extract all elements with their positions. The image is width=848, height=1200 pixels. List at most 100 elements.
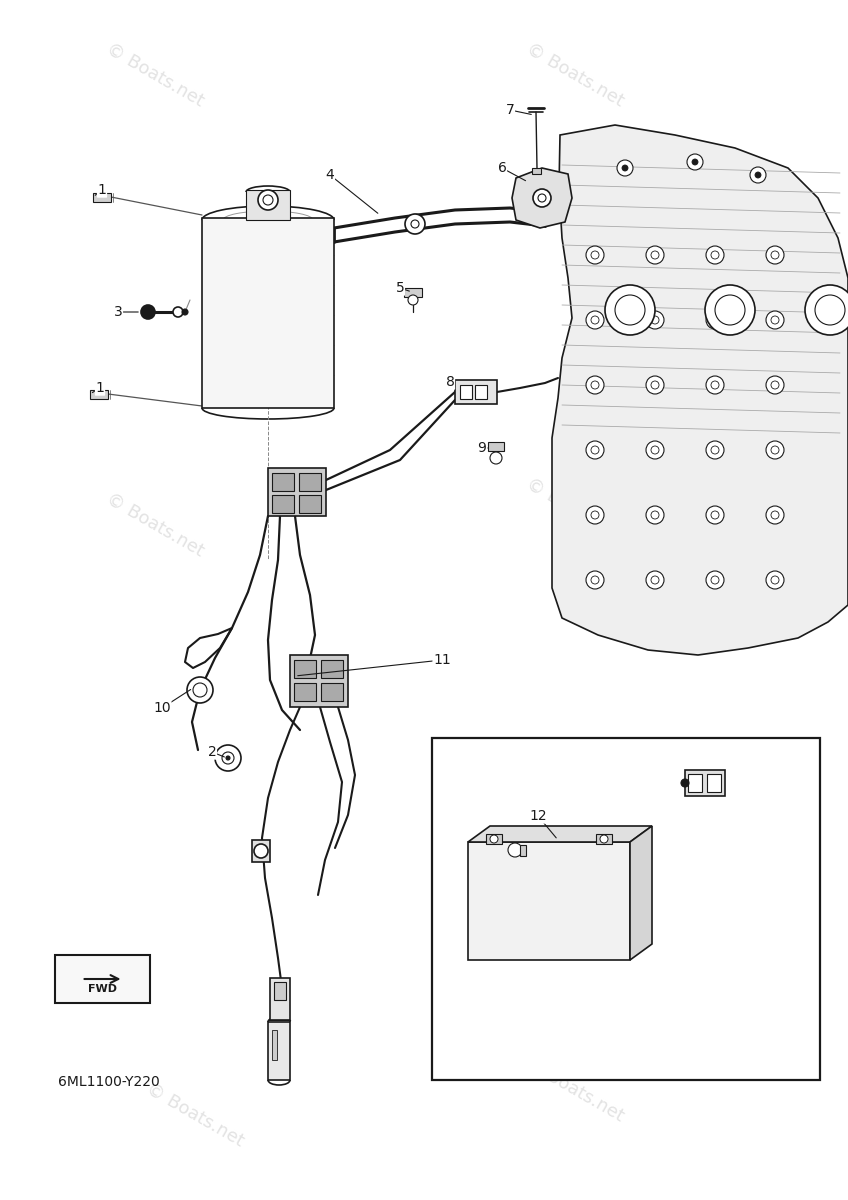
Circle shape [591,316,599,324]
Bar [55,955,150,1003]
Circle shape [771,576,779,584]
Polygon shape [630,826,652,960]
Bar [532,168,541,174]
Circle shape [706,440,724,458]
Text: 4: 4 [326,168,334,182]
Circle shape [600,835,608,842]
Bar [321,660,343,678]
Circle shape [651,446,659,454]
Circle shape [222,752,234,764]
Circle shape [258,190,278,210]
Text: © Boats.net: © Boats.net [523,40,627,110]
Circle shape [226,756,230,760]
Bar [294,683,316,701]
Bar [460,385,472,398]
Circle shape [591,251,599,259]
Circle shape [651,316,659,324]
Circle shape [141,305,155,319]
Circle shape [411,220,419,228]
Circle shape [771,251,779,259]
Text: 5: 5 [396,281,404,295]
Text: 6ML1100-Y220: 6ML1100-Y220 [58,1075,159,1090]
Bar [268,1022,290,1080]
Bar [93,193,111,202]
Circle shape [711,382,719,389]
Text: 12: 12 [529,809,547,823]
Circle shape [815,295,845,325]
Bar [202,218,334,408]
Circle shape [687,154,703,170]
Text: FWD: FWD [88,984,117,994]
Text: © Boats.net: © Boats.net [523,475,627,545]
Text: 6: 6 [498,161,506,175]
Circle shape [766,440,784,458]
Text: © Boats.net: © Boats.net [103,490,207,560]
Circle shape [490,835,498,842]
Circle shape [538,194,546,202]
Circle shape [193,683,207,697]
Bar [475,385,487,398]
Polygon shape [512,168,572,228]
Circle shape [766,376,784,394]
Circle shape [692,158,698,164]
Circle shape [651,576,659,584]
Circle shape [706,571,724,589]
Circle shape [805,284,848,335]
Circle shape [591,382,599,389]
Text: AP: AP [773,1055,792,1069]
Circle shape [187,677,213,703]
Text: 9: 9 [477,440,487,455]
Circle shape [711,446,719,454]
Bar [488,442,504,451]
Text: 10: 10 [153,701,170,715]
Bar [272,473,294,491]
Circle shape [263,194,273,205]
Polygon shape [468,826,652,842]
Text: © Boats.net: © Boats.net [143,1080,247,1151]
Circle shape [651,382,659,389]
Text: 3: 3 [114,305,122,319]
Circle shape [766,311,784,329]
Text: © Boats.net: © Boats.net [523,1055,627,1126]
Bar [520,845,526,856]
Circle shape [711,511,719,518]
Bar [299,473,321,491]
Circle shape [706,246,724,264]
Circle shape [591,511,599,518]
Circle shape [771,446,779,454]
Text: 8: 8 [445,374,455,389]
Circle shape [215,745,241,770]
Bar [688,774,702,792]
Circle shape [771,511,779,518]
Circle shape [646,311,664,329]
Bar [90,390,108,398]
Bar [486,834,502,844]
Circle shape [711,316,719,324]
Bar [270,978,290,1020]
Circle shape [586,311,604,329]
Circle shape [586,571,604,589]
Circle shape [182,308,188,314]
Circle shape [711,251,719,259]
Circle shape [490,452,502,464]
Bar [596,834,612,844]
Text: 1: 1 [98,182,107,197]
Bar [404,288,422,296]
Circle shape [771,316,779,324]
Bar [274,982,286,1000]
Circle shape [591,576,599,584]
Bar [432,738,820,1080]
Circle shape [646,440,664,458]
Bar [290,655,348,707]
Text: 11: 11 [433,653,451,667]
Circle shape [681,779,689,787]
Circle shape [586,376,604,394]
Circle shape [771,382,779,389]
Bar [252,840,270,862]
Circle shape [706,376,724,394]
Polygon shape [552,125,848,655]
Circle shape [586,440,604,458]
Circle shape [405,214,425,234]
Circle shape [766,506,784,524]
Circle shape [408,295,418,305]
